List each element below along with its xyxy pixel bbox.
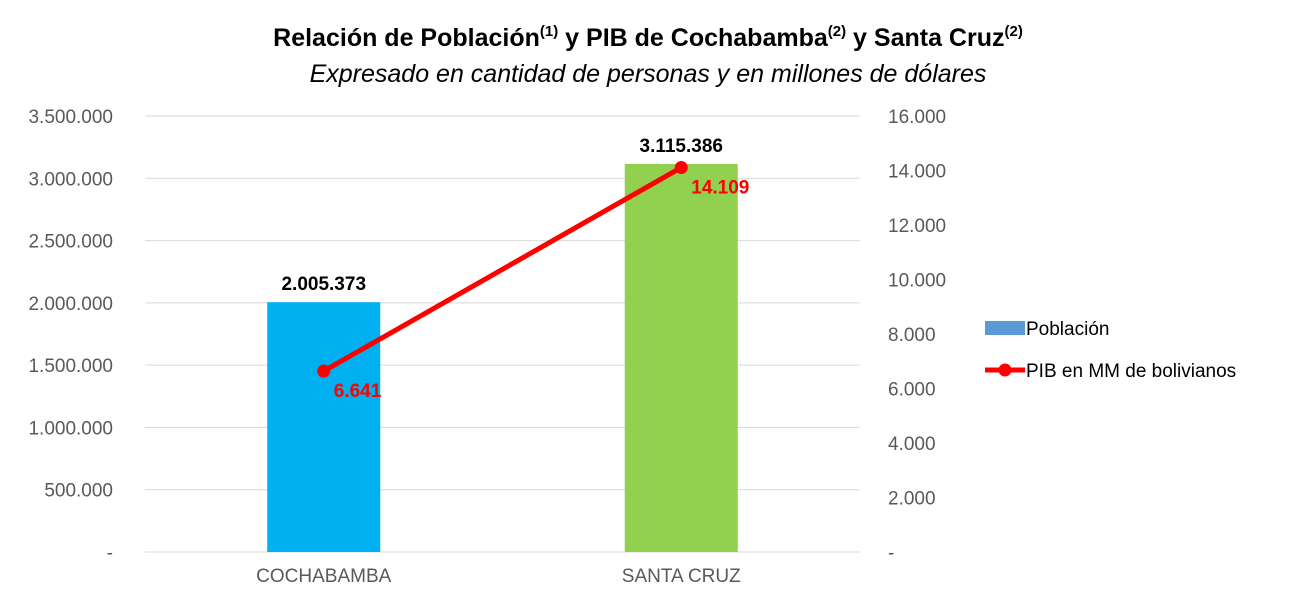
y2-tick-label: 10.000 <box>888 271 946 292</box>
data-label: 3.115.386 <box>640 136 723 157</box>
bar <box>267 302 381 552</box>
y2-tick-label: 14.000 <box>888 162 946 183</box>
legend-label: PIB en MM de bolivianos <box>1026 361 1236 382</box>
title-note: (2) <box>1004 23 1022 40</box>
y2-tick-label: 16.000 <box>888 107 946 128</box>
line-marker <box>317 364 331 378</box>
data-label: 2.005.373 <box>281 274 366 295</box>
legend-swatch <box>985 321 1025 335</box>
y-tick-label: 2.500.000 <box>28 232 113 253</box>
y2-tick-label: 2.000 <box>888 489 936 510</box>
title-part: y Santa Cruz <box>846 24 1004 52</box>
legend-label: Población <box>1026 319 1109 340</box>
title-note: (1) <box>540 23 558 40</box>
x-tick-label: SANTA CRUZ <box>622 566 741 587</box>
title-part: y PIB de Cochabamba <box>558 24 829 52</box>
y-tick-label: 3.000.000 <box>28 169 113 190</box>
bar <box>624 163 738 552</box>
y-tick-label: 500.000 <box>44 481 113 502</box>
y2-tick-label: 12.000 <box>888 216 946 237</box>
legend-marker <box>998 363 1012 377</box>
y2-tick-label: - <box>888 543 894 564</box>
chart-title: Relación de Población(1)​ y PIB de Cocha… <box>273 23 1023 52</box>
y2-tick-label: 8.000 <box>888 325 936 346</box>
title-note: (2) <box>828 23 846 40</box>
y2-tick-label: 6.000 <box>888 380 936 401</box>
y-tick-label: 2.000.000 <box>28 294 113 315</box>
line <box>321 165 684 374</box>
data-label: 14.109 <box>691 178 749 199</box>
x-tick-label: COCHABAMBA <box>256 566 391 587</box>
y-tick-label: 3.500.000 <box>28 107 113 128</box>
title-part: Relación de Población <box>273 24 540 52</box>
y-tick-label: - <box>107 543 113 564</box>
y-tick-label: 1.000.000 <box>28 418 113 439</box>
y2-tick-label: 4.000 <box>888 434 936 455</box>
y-tick-label: 1.500.000 <box>28 356 113 377</box>
chart-subtitle: Expresado en cantidad de personas y en m… <box>310 60 987 88</box>
line-marker <box>674 161 688 175</box>
data-label: 6.641 <box>334 381 382 402</box>
